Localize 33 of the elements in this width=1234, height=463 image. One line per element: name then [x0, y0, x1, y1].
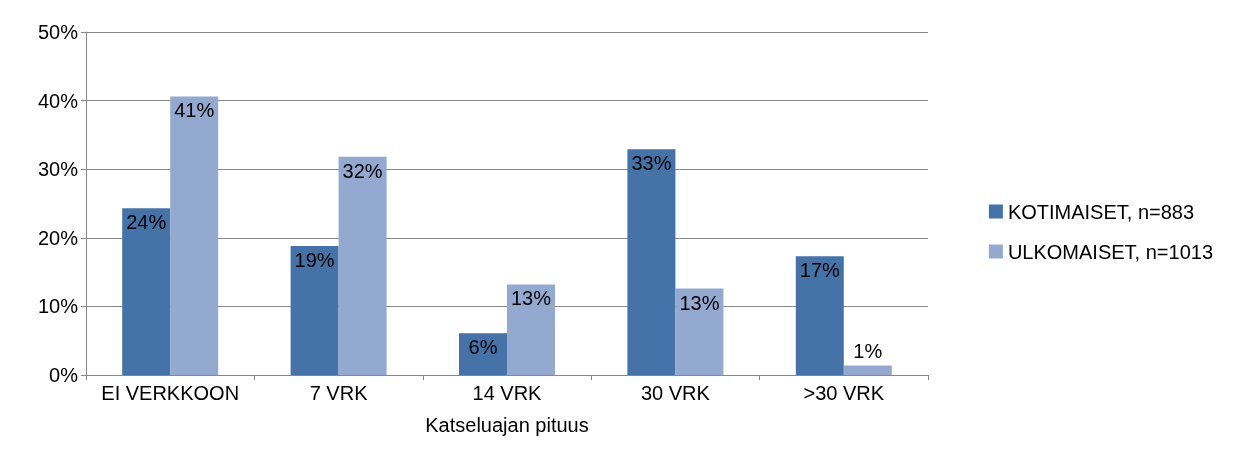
data-label: 13%	[510, 287, 552, 310]
bar	[338, 156, 387, 375]
y-tick-label: 20%	[37, 226, 79, 249]
bar	[627, 149, 676, 375]
legend-label: KOTIMAISET, n=883	[1007, 200, 1195, 223]
data-label: 17%	[799, 259, 841, 282]
data-label: 13%	[679, 291, 720, 314]
bar	[290, 246, 339, 375]
x-tick-label: 30 VRK	[640, 382, 711, 404]
bar	[507, 284, 555, 375]
bar	[122, 208, 171, 375]
bar	[675, 288, 724, 375]
y-tick-label: 50%	[37, 21, 79, 43]
bar	[843, 365, 892, 375]
y-tick-label: 10%	[37, 295, 79, 318]
x-tick-label: 7 VRK	[309, 382, 369, 404]
data-label: 41%	[174, 99, 215, 122]
legend-label: ULKOMAISET, n=1013	[1007, 240, 1213, 263]
data-label: 33%	[631, 152, 672, 175]
y-tick-label: 40%	[37, 89, 79, 112]
y-tick-label: 30%	[37, 158, 79, 181]
bar	[795, 256, 844, 375]
x-tick-label: >30 VRK	[803, 382, 885, 404]
x-tick-label: 14 VRK	[472, 382, 543, 404]
data-label: 6%	[468, 336, 498, 359]
bar	[170, 96, 219, 375]
y-tick-label: 0%	[49, 364, 79, 386]
x-axis-title: Katseluajan pituus	[425, 414, 589, 436]
data-label: 19%	[294, 249, 335, 272]
x-tick-label: EI VERKKOON	[101, 382, 240, 404]
data-label: 32%	[342, 159, 383, 182]
data-label: 24%	[126, 211, 167, 234]
data-label: 1%	[853, 340, 883, 363]
